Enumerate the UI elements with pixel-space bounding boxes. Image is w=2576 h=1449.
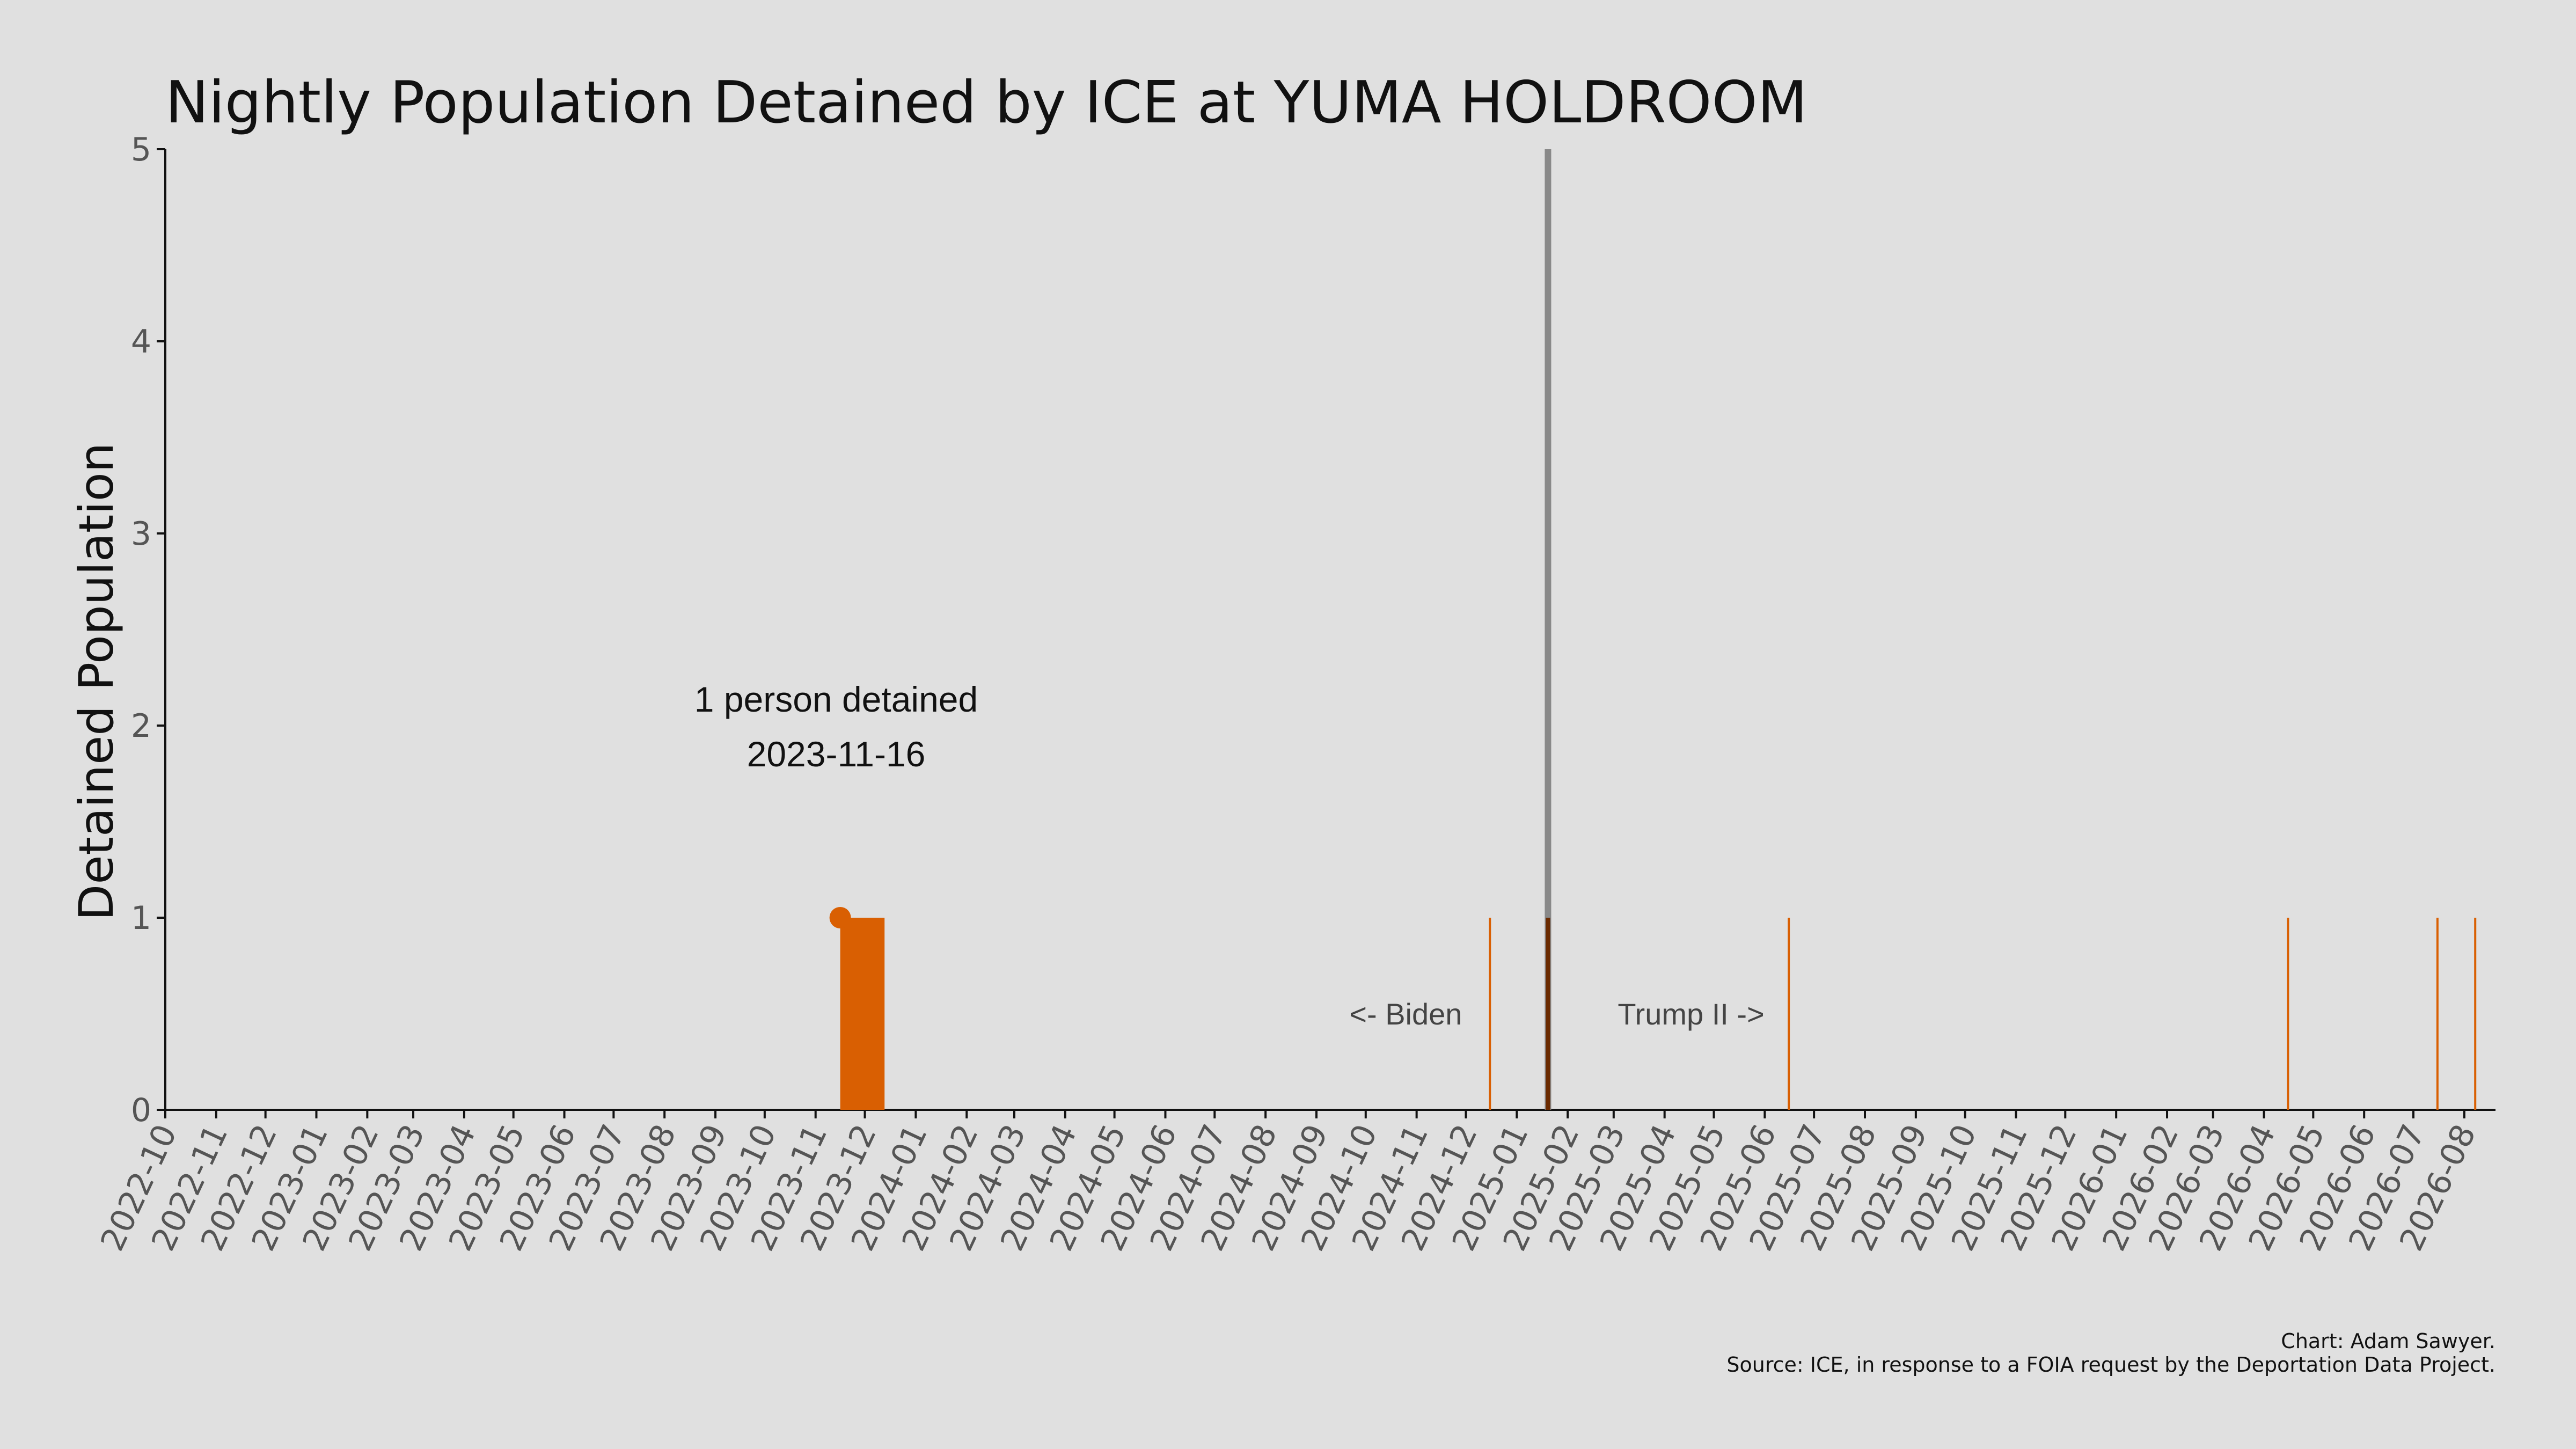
annotation-line-2: 2023-11-16: [747, 734, 926, 774]
y-tick-label: 5: [131, 131, 151, 169]
y-tick-label: 2: [131, 707, 151, 745]
bar: [1489, 918, 1491, 1110]
divider-bar-overlap: [1546, 918, 1550, 1110]
bar: [2436, 918, 2439, 1110]
bar: [2287, 918, 2289, 1110]
plot-area: 0123452022-102022-112022-122023-012023-0…: [93, 131, 2496, 1257]
bar: [840, 918, 885, 1110]
y-tick-label: 4: [131, 323, 151, 361]
y-tick-label: 1: [131, 899, 151, 937]
chart-source: Source: ICE, in response to a FOIA reque…: [1726, 1353, 2496, 1377]
era-label-trump: Trump II ->: [1618, 997, 1764, 1031]
bar: [2474, 918, 2477, 1110]
annotation-line-1: 1 person detained: [694, 679, 978, 719]
highlight-point: [829, 907, 851, 928]
chart-credit: Chart: Adam Sawyer.: [2281, 1329, 2496, 1353]
y-tick-label: 3: [131, 515, 151, 553]
bar: [1788, 918, 1790, 1110]
era-label-biden: <- Biden: [1349, 997, 1462, 1031]
y-tick-label: 0: [131, 1092, 151, 1129]
chart-title: Nightly Population Detained by ICE at YU…: [165, 69, 1807, 136]
y-axis-label: Detained Population: [69, 443, 124, 921]
